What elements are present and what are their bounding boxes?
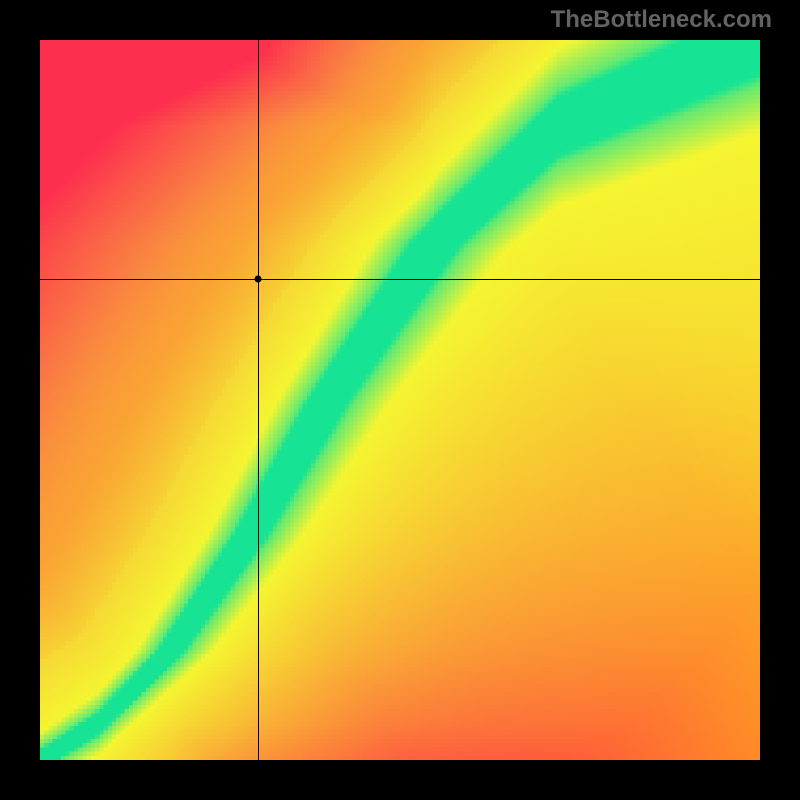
chart-container: TheBottleneck.com <box>0 0 800 800</box>
heatmap-canvas <box>40 40 760 760</box>
crosshair-horizontal <box>40 279 760 280</box>
watermark-text: TheBottleneck.com <box>551 6 772 34</box>
crosshair-vertical <box>258 40 259 760</box>
crosshair-point <box>255 276 262 283</box>
plot-area <box>40 40 760 760</box>
